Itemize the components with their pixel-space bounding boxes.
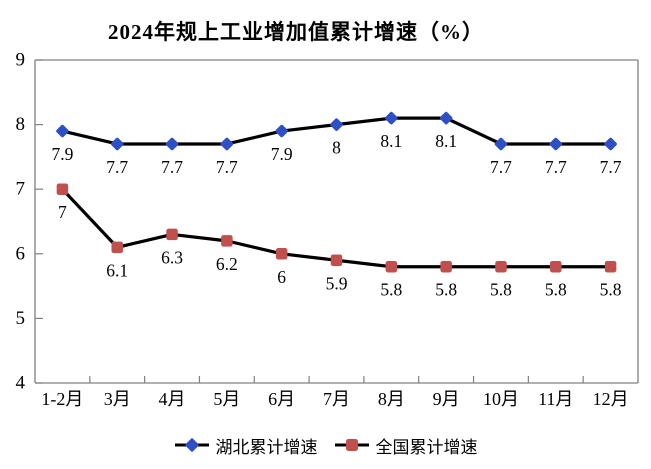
data-label: 6.3 (161, 247, 183, 267)
data-label: 7.9 (271, 144, 293, 164)
data-point-marker (275, 124, 288, 138)
x-axis-label: 8月 (378, 389, 405, 409)
data-point-marker (221, 235, 233, 247)
data-label: 7.7 (545, 157, 567, 177)
plot-area: 4 5 6 7 8 9 1-2月 3月 4月 5月 6月 7月 8月 9月 10月 11月 12月 7.9 7.7 7… (16, 50, 639, 409)
data-point-marker (550, 260, 562, 273)
data-point-marker (275, 248, 288, 260)
data-label: 8.1 (435, 131, 457, 151)
legend-label-national: 全国累计增速 (375, 437, 478, 457)
y-axis-label: 5 (16, 308, 26, 329)
y-axis-label: 9 (16, 50, 26, 71)
data-label: 7.7 (600, 157, 622, 177)
legend-item-national: 全国累计增速 (334, 433, 478, 458)
data-label: 5.8 (600, 280, 622, 300)
x-axis-label: 1-2月 (41, 389, 83, 409)
x-axis-label: 11月 (538, 389, 573, 409)
data-point-marker (604, 137, 617, 151)
legend-item-hubei: 湖北累计增速 (174, 433, 318, 458)
data-point-marker (494, 137, 508, 151)
data-point-marker (330, 118, 343, 131)
data-label: 5.8 (490, 280, 512, 300)
data-point-marker (166, 228, 178, 241)
data-point-marker (56, 124, 69, 138)
data-point-marker (110, 137, 124, 151)
y-axis-label: 6 (16, 243, 26, 264)
data-label: 8 (332, 138, 341, 158)
x-axis-label: 10月 (483, 389, 519, 409)
x-axis-label: 4月 (159, 389, 186, 409)
y-axis-label: 7 (16, 179, 26, 200)
legend-marker-diamond-icon (174, 438, 209, 452)
y-axis-label: 8 (16, 114, 26, 135)
chart-title: 2024年规上工业增加值累计增速（%） (108, 20, 484, 44)
data-label: 7.7 (106, 157, 128, 177)
legend-marker-square-icon (334, 439, 369, 451)
data-label: 6.1 (106, 260, 128, 280)
data-label: 6 (277, 267, 286, 287)
data-label: 5.8 (435, 280, 457, 300)
data-point-marker (549, 137, 563, 151)
data-point-marker (56, 183, 69, 195)
data-point-marker (330, 254, 343, 267)
data-label: 7.9 (51, 144, 73, 164)
x-axis-label: 5月 (213, 389, 240, 409)
data-point-marker (165, 137, 179, 151)
data-point-marker (220, 137, 234, 151)
data-point-marker (440, 260, 452, 273)
data-point-marker (604, 260, 617, 273)
x-axis-label: 7月 (323, 389, 350, 409)
data-point-marker (385, 111, 398, 125)
data-label: 7.7 (161, 157, 183, 177)
data-point-marker (111, 241, 123, 254)
data-label: 7 (58, 202, 67, 222)
data-label: 5.8 (545, 280, 567, 300)
legend-label-hubei: 湖北累计增速 (215, 437, 318, 457)
data-label: 5.8 (380, 280, 402, 300)
data-point-marker (495, 260, 507, 273)
data-point-marker (385, 260, 398, 273)
x-axis-label: 6月 (268, 389, 295, 409)
data-label: 5.9 (326, 273, 348, 293)
data-label: 8.1 (380, 131, 402, 151)
data-label: 7.7 (216, 157, 238, 177)
legend: 湖北累计增速 全国累计增速 (0, 430, 651, 460)
y-axis-label: 4 (16, 373, 26, 394)
data-point-marker (439, 111, 453, 125)
x-axis-label: 3月 (104, 389, 131, 409)
x-axis-label: 12月 (593, 389, 629, 409)
data-label: 6.2 (216, 254, 238, 274)
data-label: 7.7 (490, 157, 512, 177)
x-axis-label: 9月 (433, 389, 460, 409)
